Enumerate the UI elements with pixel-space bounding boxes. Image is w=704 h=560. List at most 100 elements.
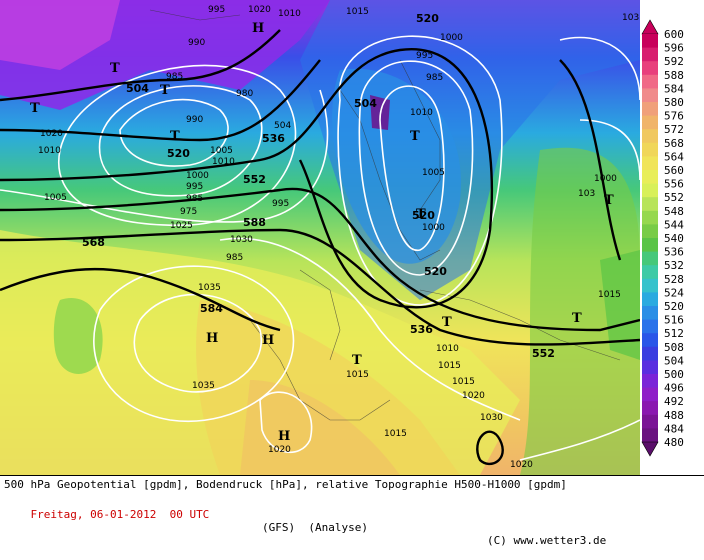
legend-swatch — [642, 102, 658, 117]
legend-tick-label: 516 — [664, 314, 684, 327]
pressure-label: 985 — [426, 73, 443, 83]
low-marker: T — [416, 207, 426, 222]
legend-tick-label: 480 — [664, 436, 684, 449]
pressure-label: 1010 — [436, 344, 459, 354]
height-label: 552 — [243, 173, 266, 186]
pressure-label: 1025 — [170, 221, 193, 231]
pressure-label: 1010 — [278, 9, 301, 19]
legend-swatch — [642, 74, 658, 89]
legend-bottom-arrow — [641, 441, 659, 457]
date-label: Freitag, 06-01-2012 00 UTC — [30, 508, 210, 521]
legend-swatch — [642, 210, 658, 225]
legend-swatch — [642, 319, 658, 334]
legend-tick-label: 524 — [664, 286, 684, 299]
pressure-label: 995 — [272, 199, 289, 209]
height-label: 552 — [532, 347, 555, 360]
legend-tick-label: 588 — [664, 69, 684, 82]
legend-swatch — [642, 156, 658, 171]
pressure-label: 1005 — [210, 146, 233, 156]
legend-swatch — [642, 129, 658, 144]
low-marker: T — [110, 61, 120, 76]
pressure-label: 1020 — [510, 460, 533, 470]
pressure-label: 103 — [578, 189, 595, 199]
height-label: 504 — [354, 97, 377, 110]
legend-swatch — [642, 183, 658, 198]
legend-tick-label: 512 — [664, 327, 684, 340]
pressure-label: 1005 — [422, 168, 445, 178]
legend-swatch — [642, 292, 658, 307]
pressure-label: 1000 — [440, 33, 463, 43]
pressure-label: 1020 — [462, 391, 485, 401]
pressure-label: 1035 — [198, 283, 221, 293]
legend-swatch — [642, 333, 658, 348]
legend-swatch — [642, 346, 658, 361]
legend-tick-label: 592 — [664, 55, 684, 68]
model-label: (GFS) (Analyse) — [262, 521, 368, 534]
legend-tick-label: 528 — [664, 273, 684, 286]
legend-swatch — [642, 88, 658, 103]
height-label: 584 — [200, 302, 223, 315]
pressure-label: 1015 — [384, 429, 407, 439]
pressure-label: 1015 — [346, 370, 369, 380]
legend-swatch — [642, 115, 658, 130]
legend-tick-label: 488 — [664, 409, 684, 422]
pressure-label: 995 — [416, 51, 433, 61]
legend-swatch — [642, 428, 658, 443]
pressure-label: 990 — [188, 38, 205, 48]
pressure-label: 1000 — [422, 223, 445, 233]
legend-tick-label: 552 — [664, 191, 684, 204]
legend-tick-label: 576 — [664, 110, 684, 123]
weather-map: 995 990 1020 1010 1015 520 1000 995 985 … — [0, 0, 640, 475]
legend-swatch — [642, 142, 658, 157]
high-marker: H — [262, 333, 274, 348]
pressure-label: 1030 — [480, 413, 503, 423]
height-contours — [0, 29, 640, 466]
height-label: 536 — [262, 132, 285, 145]
low-marker: T — [572, 311, 582, 326]
pressure-label: 975 — [180, 207, 197, 217]
legend-swatch — [642, 61, 658, 76]
caption-line: 500 hPa Geopotential [gpdm], Bodendruck … — [4, 478, 567, 491]
legend-tick-label: 584 — [664, 82, 684, 95]
pressure-label: 1015 — [346, 7, 369, 17]
legend-swatch — [642, 306, 658, 321]
legend-swatch — [642, 401, 658, 416]
pressure-label: 1010 — [212, 157, 235, 167]
legend-tick-label: 568 — [664, 137, 684, 150]
legend-tick-label: 560 — [664, 164, 684, 177]
legend-tick-label: 536 — [664, 246, 684, 259]
legend-swatch — [642, 278, 658, 293]
pressure-label: 995 — [186, 182, 203, 192]
pressure-label: 1015 — [438, 361, 461, 371]
legend-tick-label: 540 — [664, 232, 684, 245]
legend-swatch — [642, 374, 658, 389]
copyright-label: (C) www.wetter3.de — [487, 534, 607, 547]
legend-swatch — [642, 197, 658, 212]
legend-swatch — [642, 224, 658, 239]
legend-swatch — [642, 34, 658, 49]
legend-tick-label: 520 — [664, 300, 684, 313]
legend-tick-label: 492 — [664, 395, 684, 408]
low-marker: T — [160, 83, 170, 98]
pressure-label: 985 — [186, 194, 203, 204]
pressure-label: 1020 — [268, 445, 291, 455]
height-label: 588 — [243, 216, 266, 229]
pressure-label: 985 — [166, 72, 183, 82]
low-marker: T — [604, 193, 614, 208]
legend-tick-label: 580 — [664, 96, 684, 109]
pressure-label: 1010 — [410, 108, 433, 118]
caption-date-line: Freitag, 06-01-2012 00 UTC (GFS) (Analys… — [4, 495, 607, 560]
height-label: 520 — [167, 147, 190, 160]
caption-footer: 500 hPa Geopotential [gpdm], Bodendruck … — [0, 475, 704, 547]
legend-tick-label: 544 — [664, 218, 684, 231]
legend-tick-label: 556 — [664, 178, 684, 191]
color-scale-legend: 6005965925885845805765725685645605565525… — [640, 0, 704, 475]
height-label: 536 — [410, 323, 433, 336]
pressure-label: 1020 — [248, 5, 271, 15]
pressure-label: 1015 — [598, 290, 621, 300]
pressure-label: 1000 — [594, 174, 617, 184]
pressure-label: 1005 — [44, 193, 67, 203]
low-markers: T T T T T T T T T T — [30, 61, 614, 368]
legend-tick-label: 532 — [664, 259, 684, 272]
legend-swatch — [642, 387, 658, 402]
